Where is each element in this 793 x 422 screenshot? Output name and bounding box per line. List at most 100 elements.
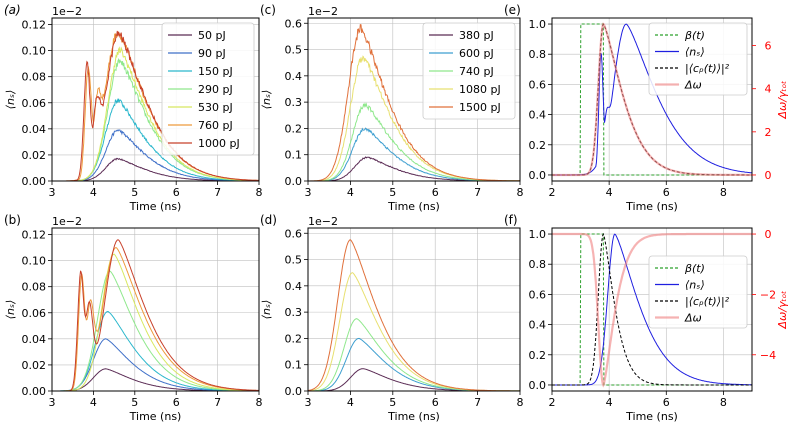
x-tick-label: 4 (606, 396, 613, 409)
x-tick-label: 6 (663, 396, 670, 409)
y-tick-label: 0.2 (285, 332, 303, 345)
y2-tick-label: 0 (765, 228, 772, 241)
y-tick-label: 0.08 (22, 281, 47, 294)
y-tick-label: 0.6 (285, 227, 303, 240)
grid-b (51, 228, 260, 392)
legend-f: β(t) ⟨nₛ⟩ |⟨cₚ(t)⟩|² Δω (648, 255, 748, 329)
y-tick-label: 0.10 (22, 255, 47, 268)
panel-label: (a) (4, 3, 21, 17)
x-tick-label: 7 (474, 396, 481, 409)
y-tick-label: 0.06 (22, 97, 47, 110)
series-line-d-0 (308, 368, 520, 391)
series-line-b-3 (52, 270, 259, 391)
y2-tick-label: 6 (765, 40, 772, 53)
x-tick-label: 4 (90, 186, 97, 199)
x-axis-label: Time (ns) (625, 410, 678, 422)
series-line-a-4 (52, 46, 259, 181)
panel-b: 3 4 5 6 7 8 0.00 0.02 0.04 0.06 0.08 0.10 0.12 Time (… (4, 213, 263, 422)
y-tick-label: 0.00 (22, 175, 47, 188)
series-line-f-2 (552, 232, 752, 386)
panel-c: 3 4 5 6 7 8 0.0 0.1 0.2 0.3 0.4 0.5 0.6 Time (ns) ⟨nₛ⟩… (260, 3, 524, 213)
x-axis-label: Time (ns) (129, 200, 182, 213)
y2-tick-label: −4 (760, 349, 776, 362)
axes-frame-c (307, 17, 521, 182)
series-line-e-3 (552, 22, 752, 177)
axis-offset-text: 1e−2 (52, 5, 82, 18)
y-tick-label: 0.0 (529, 379, 547, 392)
y-tick-label: 0.0 (529, 169, 547, 182)
x-tick-label: 8 (517, 396, 524, 409)
series-line-a-6 (52, 30, 259, 181)
x-tick-label: 3 (49, 186, 56, 199)
y-tick-label: 0.06 (22, 307, 47, 320)
legend-a: 50 pJ 90 pJ 150 pJ 290 pJ 530 pJ 760 pJ 1000 p… (161, 22, 255, 156)
y-tick-label: 0.02 (22, 359, 47, 372)
x-tick-label: 5 (389, 396, 396, 409)
y-tick-label: 0.8 (529, 258, 547, 271)
panel-d: 3 4 5 6 7 8 0.0 0.1 0.2 0.3 0.4 0.5 0.6 Time (ns) ⟨nₛ⟩… (260, 213, 524, 422)
legend-label: 1080 pJ (459, 83, 501, 96)
series-line-c-4 (308, 23, 520, 181)
legend-label: 380 pJ (459, 29, 494, 42)
x-tick-label: 8 (517, 186, 524, 199)
x-tick-label: 8 (256, 396, 263, 409)
legend-label: Δω (684, 312, 702, 325)
series-group-b (52, 239, 259, 391)
y-tick-label: 0.04 (22, 333, 47, 346)
axes-frame-f (551, 227, 753, 392)
y-tick-label: 1.0 (529, 228, 547, 241)
y-tick-label: 0.12 (22, 19, 47, 32)
legend-label: Δω (684, 79, 702, 92)
y2-tick-label: −2 (760, 288, 776, 301)
y-tick-label: 0.0 (285, 385, 303, 398)
axes-frame-a (51, 17, 260, 182)
legend-label: 1000 pJ (198, 137, 240, 150)
legend-label: β(t) (684, 29, 705, 42)
legend-label: |⟨cₚ(t)⟩|² (685, 62, 730, 75)
x-tick-label: 5 (389, 186, 396, 199)
x-tick-label: 8 (256, 186, 263, 199)
legend-label: β(t) (684, 262, 705, 275)
x-tick-label: 4 (347, 396, 354, 409)
x-tick-label: 7 (214, 186, 221, 199)
y-tick-label: 0.4 (529, 109, 547, 122)
panel-label: (e) (504, 3, 521, 17)
y-tick-label: 0.4 (285, 70, 303, 83)
y-tick-label: 0.6 (529, 78, 547, 91)
series-line-f-3 (552, 232, 752, 388)
legend-label: 760 pJ (198, 119, 233, 132)
y-tick-label: 0.3 (285, 306, 303, 319)
legend-box (422, 22, 516, 120)
x-tick-label: 6 (663, 186, 670, 199)
legend-label: ⟨nₛ⟩ (685, 46, 705, 59)
grid-d (307, 228, 521, 392)
series-line-b-5 (52, 247, 259, 391)
x-tick-label: 6 (432, 186, 439, 199)
axes-frame-e (551, 17, 753, 182)
x-tick-label: 8 (720, 396, 727, 409)
series-line-f-0 (552, 233, 752, 386)
y-axis-label: ⟨nₛ⟩ (4, 90, 17, 110)
y-tick-label: 0.04 (22, 123, 47, 136)
y-tick-label: 0.4 (529, 319, 547, 332)
axes-frame-d (307, 227, 521, 392)
y-tick-label: 0.3 (285, 96, 303, 109)
y-tick-label: 0.10 (22, 45, 47, 58)
y-tick-label: 0.12 (22, 229, 47, 242)
x-tick-label: 4 (90, 396, 97, 409)
y-tick-label: 0.1 (285, 149, 303, 162)
axes-frame-b (51, 227, 260, 392)
axis-offset-text: 1e−2 (308, 5, 338, 18)
y-tick-label: 0.2 (529, 139, 547, 152)
y2-tick-label: 4 (765, 83, 772, 96)
y-axis-label: ⟨nₛ⟩ (260, 90, 273, 110)
x-axis-label: Time (ns) (129, 410, 182, 422)
y2-tick-label: 0 (765, 169, 772, 182)
x-tick-label: 3 (305, 396, 312, 409)
panel-label: (b) (4, 213, 21, 227)
x-tick-label: 4 (347, 186, 354, 199)
panel-label: (f) (504, 213, 518, 227)
y-tick-label: 1.0 (529, 18, 547, 31)
x-tick-label: 4 (606, 186, 613, 199)
